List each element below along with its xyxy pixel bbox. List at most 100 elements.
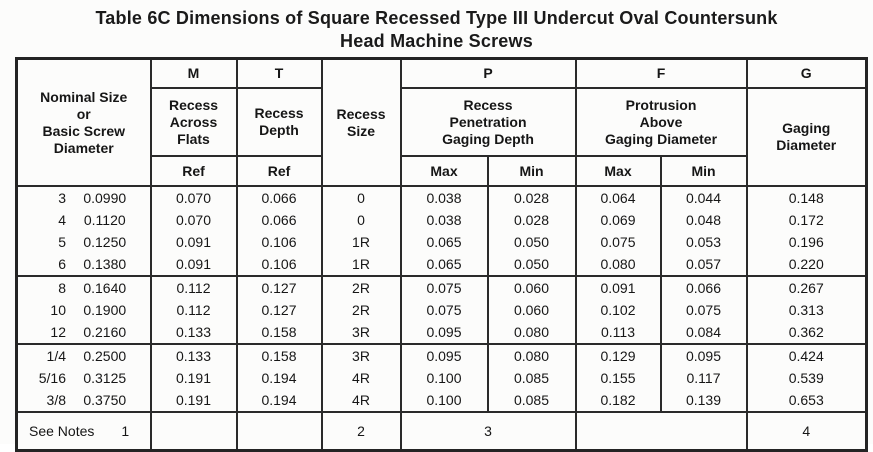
col-header-letter-p: P: [399, 57, 577, 89]
col-header-recess-size: Recess Size: [320, 57, 402, 187]
protrusion-min-value: 0.095: [659, 343, 748, 367]
penetration-max-value: 0.065: [399, 253, 489, 277]
recess-across-flats-value: 0.112: [149, 275, 238, 299]
col-header-letter-t: T: [235, 57, 323, 89]
basic-diameter: 0.2500: [83, 348, 127, 364]
protrusion-max-value: 0.102: [574, 299, 662, 321]
col-header-nominal-size: Nominal Size or Basic Screw Diameter: [15, 57, 152, 187]
recess-depth-value: 0.066: [235, 185, 323, 209]
screw-size: 10: [50, 302, 66, 318]
basic-diameter: 0.0990: [83, 190, 127, 206]
screw-size: 3: [58, 190, 66, 206]
col-subheader-t-ref: Ref: [235, 155, 323, 187]
table-title: Table 6C Dimensions of Square Recessed T…: [0, 7, 873, 53]
gaging-diameter-value: 0.220: [745, 253, 868, 277]
see-notes-row: See Notes 1 2 3 4: [15, 411, 868, 452]
basic-diameter: 0.1250: [83, 234, 127, 250]
col-subheader-f-max: Max: [574, 155, 662, 187]
protrusion-min-value: 0.044: [659, 185, 748, 209]
nominal-size-cell: 3/8 0.3750: [15, 389, 152, 413]
recess-size-value: 1R: [320, 253, 402, 277]
protrusion-max-value: 0.069: [574, 209, 662, 231]
gaging-diameter-value: 0.267: [745, 275, 868, 299]
footer-empty-f: [574, 411, 748, 452]
row-group: 8 0.1640 0.112 0.127 2R 0.075 0.060 0.09…: [15, 275, 868, 345]
penetration-max-value: 0.075: [399, 275, 489, 299]
protrusion-max-value: 0.075: [574, 231, 662, 253]
penetration-min-value: 0.050: [486, 253, 577, 277]
protrusion-min-value: 0.084: [659, 321, 748, 345]
nominal-size-cell: 3 0.0990: [15, 185, 152, 209]
gaging-diameter-value: 0.196: [745, 231, 868, 253]
note-number-nominal: 1: [121, 423, 130, 439]
footer-empty-m: [149, 411, 238, 452]
penetration-max-value: 0.095: [399, 321, 489, 345]
penetration-min-value: 0.080: [486, 343, 577, 367]
basic-diameter: 0.1380: [83, 256, 127, 272]
recess-across-flats-value: 0.191: [149, 367, 238, 389]
col-header-recess-depth: Recess Depth: [235, 87, 323, 157]
table-row: 1/4 0.2500 0.133 0.158 3R 0.095 0.080 0.…: [15, 343, 868, 367]
recess-across-flats-value: 0.133: [149, 343, 238, 367]
col-header-protrusion-above: Protrusion Above Gaging Diameter: [574, 87, 748, 157]
recess-depth-value: 0.127: [235, 275, 323, 299]
recess-across-flats-value: 0.091: [149, 253, 238, 277]
table-title-line1: Table 6C Dimensions of Square Recessed T…: [95, 8, 778, 28]
table-footer: See Notes 1 2 3 4: [15, 411, 868, 452]
table-title-line2: Head Machine Screws: [340, 31, 533, 51]
basic-diameter: 0.1640: [83, 280, 127, 296]
recess-size-value: 4R: [320, 389, 402, 413]
see-notes-cell: See Notes 1: [15, 411, 152, 452]
protrusion-max-value: 0.155: [574, 367, 662, 389]
penetration-max-value: 0.065: [399, 231, 489, 253]
screw-size: 8: [58, 280, 66, 296]
nominal-size-cell: 1/4 0.2500: [15, 343, 152, 367]
gaging-diameter-value: 0.362: [745, 321, 868, 345]
penetration-max-value: 0.100: [399, 367, 489, 389]
gaging-diameter-value: 0.539: [745, 367, 868, 389]
penetration-max-value: 0.095: [399, 343, 489, 367]
table-header: Nominal Size or Basic Screw Diameter M T…: [15, 57, 868, 187]
recess-across-flats-value: 0.070: [149, 185, 238, 209]
recess-across-flats-value: 0.112: [149, 299, 238, 321]
protrusion-max-value: 0.080: [574, 253, 662, 277]
protrusion-max-value: 0.129: [574, 343, 662, 367]
gaging-diameter-value: 0.148: [745, 185, 868, 209]
protrusion-max-value: 0.113: [574, 321, 662, 345]
protrusion-min-value: 0.117: [659, 367, 748, 389]
recess-across-flats-value: 0.133: [149, 321, 238, 345]
basic-diameter: 0.3750: [83, 392, 127, 408]
gaging-diameter-value: 0.424: [745, 343, 868, 367]
table-row: 5 0.1250 0.091 0.106 1R 0.065 0.050 0.07…: [15, 231, 868, 253]
col-header-gaging-diameter: Gaging Diameter: [745, 87, 868, 187]
recess-size-value: 0: [320, 209, 402, 231]
screw-size: 4: [58, 212, 66, 228]
col-subheader-p-min: Min: [486, 155, 577, 187]
col-header-letter-g: G: [745, 57, 868, 89]
recess-across-flats-value: 0.070: [149, 209, 238, 231]
dimensions-table: Nominal Size or Basic Screw Diameter M T…: [15, 57, 868, 452]
basic-diameter: 0.1900: [83, 302, 127, 318]
protrusion-max-value: 0.091: [574, 275, 662, 299]
nominal-size-cell: 5/16 0.3125: [15, 367, 152, 389]
table-row: 5/16 0.3125 0.191 0.194 4R 0.100 0.085 0…: [15, 367, 868, 389]
protrusion-min-value: 0.048: [659, 209, 748, 231]
penetration-max-value: 0.038: [399, 185, 489, 209]
penetration-min-value: 0.085: [486, 389, 577, 413]
note-number-p: 3: [399, 411, 577, 452]
see-notes-label: See Notes: [29, 423, 95, 439]
protrusion-min-value: 0.057: [659, 253, 748, 277]
penetration-max-value: 0.038: [399, 209, 489, 231]
penetration-min-value: 0.028: [486, 209, 577, 231]
basic-diameter: 0.2160: [83, 324, 127, 340]
table-row: 3/8 0.3750 0.191 0.194 4R 0.100 0.085 0.…: [15, 389, 868, 413]
nominal-size-cell: 12 0.2160: [15, 321, 152, 345]
recess-size-value: 4R: [320, 367, 402, 389]
penetration-min-value: 0.060: [486, 299, 577, 321]
basic-diameter: 0.3125: [83, 370, 127, 386]
footer-empty-t: [235, 411, 323, 452]
recess-size-value: 2R: [320, 299, 402, 321]
recess-size-value: 1R: [320, 231, 402, 253]
table-row: 8 0.1640 0.112 0.127 2R 0.075 0.060 0.09…: [15, 275, 868, 299]
